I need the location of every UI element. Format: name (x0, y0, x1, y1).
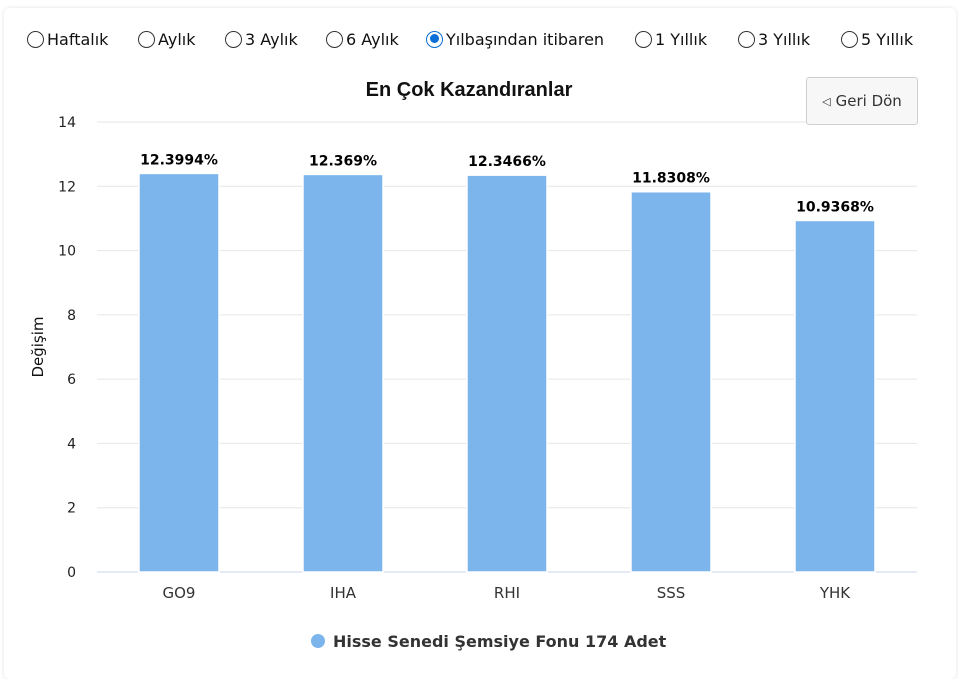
y-axis-ticks: 0 2 4 6 8 10 12 14 (58, 115, 76, 581)
radio-button[interactable] (738, 30, 755, 48)
bar[interactable] (794, 219, 876, 573)
y-tick-label: 8 (67, 308, 76, 324)
data-label: 11.8308% (632, 171, 710, 187)
y-tick-label: 2 (67, 501, 76, 517)
y-tick-label: 12 (58, 179, 76, 195)
radio-button[interactable] (225, 30, 242, 48)
y-tick-label: 0 (67, 565, 76, 581)
bar[interactable] (466, 174, 548, 573)
radio-label: Haftalık (47, 29, 109, 49)
bar[interactable] (302, 173, 384, 573)
radio-option-3-years[interactable]: 3 Yıllık (738, 26, 810, 52)
radio-button[interactable] (27, 30, 44, 48)
y-axis-label: Değişim (29, 316, 47, 377)
y-tick-label: 6 (67, 372, 76, 388)
data-label: 12.369% (309, 153, 377, 169)
radio-button[interactable] (841, 30, 858, 48)
legend-marker (311, 634, 325, 648)
x-tick-label: IHA (330, 584, 357, 602)
radio-label: Yılbaşından itibaren (446, 29, 605, 49)
x-axis-ticks: GO9 IHA RHI SSS YHK (163, 584, 852, 602)
radio-option-5-years[interactable]: 5 Yıllık (841, 26, 913, 52)
radio-label: 3 Yıllık (758, 29, 811, 49)
radio-button[interactable] (426, 30, 443, 48)
radio-option-3-months[interactable]: 3 Aylık (225, 26, 298, 52)
bar[interactable] (630, 190, 712, 573)
chart-title: En Çok Kazandıranlar (366, 79, 573, 101)
legend[interactable]: Hisse Senedi Şemsiye Fonu 174 Adet (311, 632, 667, 651)
radio-label: 5 Yıllık (861, 29, 914, 49)
triangle-left-icon: ◁ (822, 94, 831, 108)
radio-button[interactable] (326, 30, 343, 48)
data-label: 10.9368% (796, 199, 874, 215)
radio-option-6-months[interactable]: 6 Aylık (326, 26, 399, 52)
radio-label: 1 Yıllık (655, 29, 708, 49)
radio-option-1-year[interactable]: 1 Yıllık (635, 26, 707, 52)
back-button[interactable]: ◁ Geri Dön (806, 77, 918, 125)
data-label: 12.3466% (468, 154, 546, 170)
radio-option-weekly[interactable]: Haftalık (27, 26, 108, 52)
period-selector: Haftalık Aylık 3 Aylık 6 Aylık Yılbaşınd… (0, 26, 960, 52)
data-label: 12.3994% (140, 152, 218, 168)
x-tick-label: RHI (494, 584, 520, 602)
y-tick-label: 10 (58, 244, 76, 260)
x-tick-label: GO9 (163, 584, 196, 602)
radio-label: 3 Aylık (245, 29, 298, 49)
radio-button[interactable] (635, 30, 652, 48)
radio-label: 6 Aylık (346, 29, 399, 49)
bar[interactable] (138, 172, 220, 573)
radio-button[interactable] (138, 30, 155, 48)
back-button-label: Geri Dön (835, 92, 902, 110)
x-tick-label: SSS (657, 584, 686, 602)
x-tick-label: YHK (819, 584, 851, 602)
bar-series: 12.3994% 12.369% 12.3466% 11.8308% 10.9368% (138, 151, 876, 573)
y-tick-label: 14 (58, 115, 76, 131)
legend-item-label: Hisse Senedi Şemsiye Fonu 174 Adet (333, 632, 667, 651)
radio-label: Aylık (158, 29, 196, 49)
radio-option-ytd[interactable]: Yılbaşından itibaren (426, 26, 604, 52)
radio-option-monthly[interactable]: Aylık (138, 26, 195, 52)
y-tick-label: 4 (67, 436, 76, 452)
